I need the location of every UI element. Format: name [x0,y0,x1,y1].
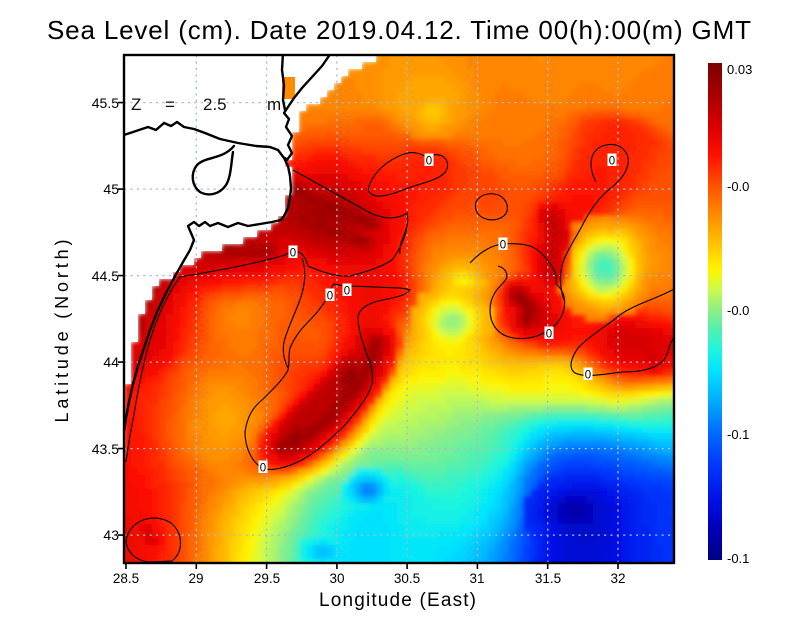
svg-text:-0.1: -0.1 [727,551,749,566]
svg-text:43: 43 [103,527,119,543]
svg-text:Z: Z [131,95,141,114]
svg-text:44: 44 [103,354,119,370]
svg-text:0: 0 [585,370,591,382]
svg-text:2.5: 2.5 [203,95,227,114]
svg-text:29: 29 [188,571,203,586]
svg-text:32: 32 [610,571,625,586]
svg-text:0: 0 [546,329,552,341]
svg-text:31.5: 31.5 [535,571,561,586]
svg-text:0: 0 [426,156,432,168]
svg-text:0: 0 [260,463,266,475]
svg-text:Sea Level (cm). Date 2019.04.1: Sea Level (cm). Date 2019.04.12. Time 00… [47,15,751,45]
svg-text:-0.1: -0.1 [727,427,749,442]
svg-text:31: 31 [469,571,484,586]
svg-text:45: 45 [103,181,119,197]
svg-text:=: = [165,95,175,114]
svg-text:0.03: 0.03 [727,62,752,77]
svg-text:30: 30 [329,571,344,586]
svg-text:30.5: 30.5 [394,571,420,586]
svg-text:Longitude (East): Longitude (East) [319,590,476,611]
svg-text:0: 0 [609,156,615,168]
svg-text:29.5: 29.5 [254,571,280,586]
svg-text:0: 0 [290,248,296,260]
svg-text:43.5: 43.5 [92,441,119,457]
svg-text:45.5: 45.5 [92,95,119,111]
svg-text:0: 0 [344,286,350,298]
svg-text:28.5: 28.5 [113,571,139,586]
svg-text:0: 0 [500,240,506,252]
svg-text:m: m [267,95,281,114]
svg-text:-0.0: -0.0 [727,303,749,318]
svg-text:0: 0 [327,291,333,303]
svg-text:-0.0: -0.0 [727,179,749,194]
svg-text:44.5: 44.5 [92,268,119,284]
